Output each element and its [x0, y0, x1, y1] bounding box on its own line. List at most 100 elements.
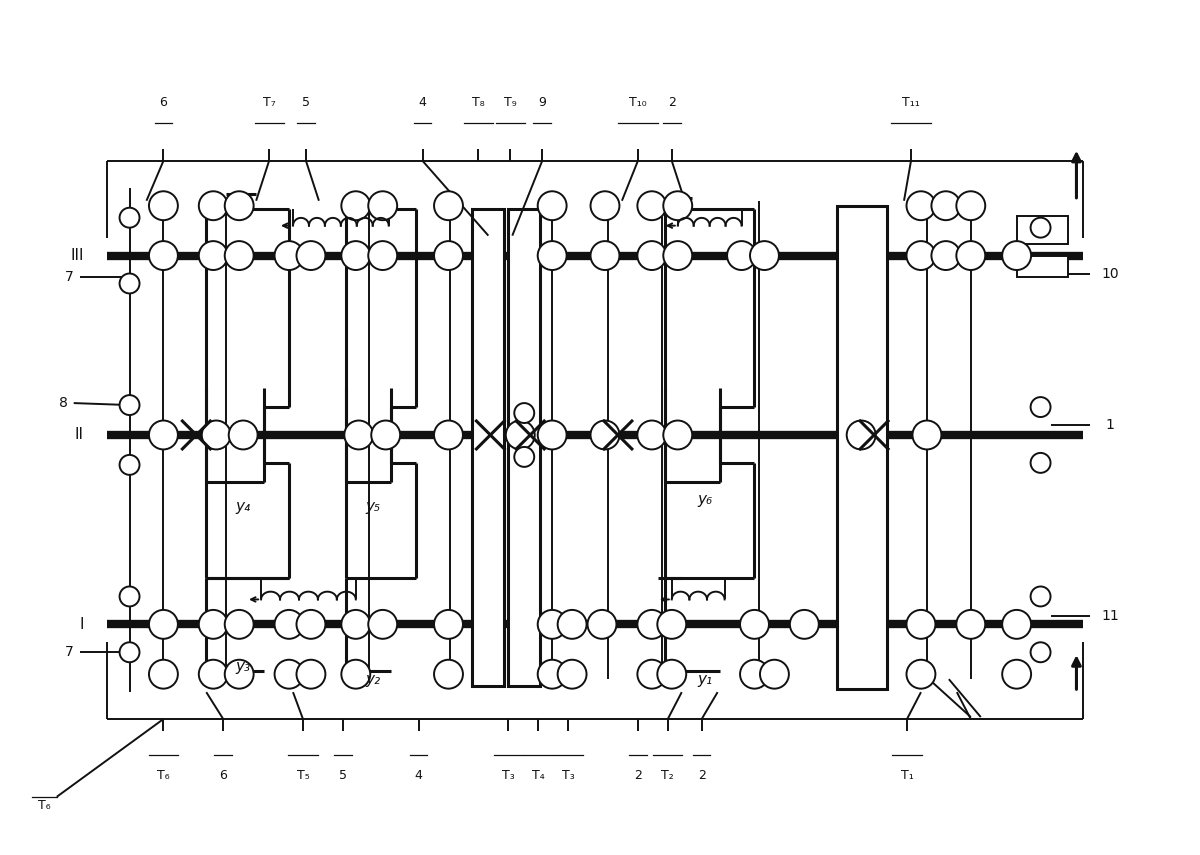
Circle shape	[199, 610, 228, 639]
Circle shape	[558, 660, 587, 688]
Text: T₈: T₈	[472, 96, 485, 109]
Circle shape	[1031, 453, 1050, 473]
Circle shape	[906, 192, 936, 221]
Circle shape	[1002, 610, 1031, 639]
Text: 9: 9	[539, 96, 546, 109]
Circle shape	[637, 241, 666, 270]
Circle shape	[515, 447, 534, 467]
Circle shape	[790, 610, 818, 639]
Circle shape	[149, 192, 178, 221]
Circle shape	[434, 241, 463, 270]
Circle shape	[224, 660, 253, 688]
Text: 8: 8	[59, 396, 68, 410]
Circle shape	[750, 241, 779, 270]
Circle shape	[590, 421, 619, 450]
Text: 4: 4	[415, 769, 422, 781]
Circle shape	[1031, 587, 1050, 606]
Circle shape	[538, 241, 566, 270]
Circle shape	[434, 610, 463, 639]
Circle shape	[296, 660, 325, 688]
Text: 7: 7	[65, 646, 74, 659]
Text: T₁₀: T₁₀	[629, 96, 647, 109]
Text: 5: 5	[302, 96, 310, 109]
Circle shape	[664, 192, 692, 221]
Circle shape	[341, 241, 371, 270]
Bar	[1016, 256, 1068, 278]
Circle shape	[664, 421, 692, 450]
Circle shape	[149, 241, 178, 270]
Circle shape	[368, 610, 397, 639]
Circle shape	[906, 241, 936, 270]
Circle shape	[956, 241, 985, 270]
Circle shape	[434, 421, 463, 450]
Circle shape	[637, 610, 666, 639]
Circle shape	[371, 421, 400, 450]
Circle shape	[588, 610, 617, 639]
Circle shape	[296, 241, 325, 270]
Bar	[473, 209, 504, 687]
Circle shape	[740, 610, 769, 639]
Circle shape	[120, 208, 139, 227]
Circle shape	[658, 610, 686, 639]
Text: T₃: T₃	[562, 769, 575, 781]
Circle shape	[120, 395, 139, 415]
Circle shape	[120, 642, 139, 663]
Circle shape	[224, 241, 253, 270]
Text: T₄: T₄	[532, 769, 545, 781]
Circle shape	[149, 610, 178, 639]
Circle shape	[434, 192, 463, 221]
Circle shape	[229, 421, 258, 450]
Circle shape	[664, 241, 692, 270]
Circle shape	[275, 610, 304, 639]
Text: III: III	[70, 248, 84, 263]
Circle shape	[224, 192, 253, 221]
Circle shape	[1031, 642, 1050, 663]
Circle shape	[956, 192, 985, 221]
Circle shape	[149, 421, 178, 450]
Circle shape	[368, 192, 397, 221]
Text: 6: 6	[160, 96, 167, 109]
Circle shape	[906, 660, 936, 688]
Circle shape	[558, 610, 587, 639]
Text: 4: 4	[419, 96, 426, 109]
Text: T₁: T₁	[901, 769, 913, 781]
Circle shape	[931, 241, 960, 270]
Text: y₁: y₁	[697, 672, 713, 687]
Text: T₇: T₇	[263, 96, 276, 109]
Bar	[509, 209, 540, 687]
Circle shape	[538, 192, 566, 221]
Circle shape	[120, 455, 139, 475]
Circle shape	[727, 241, 756, 270]
Text: I: I	[79, 616, 84, 632]
Text: T₁₁: T₁₁	[902, 96, 920, 109]
Text: 11: 11	[1102, 610, 1120, 623]
Circle shape	[199, 241, 228, 270]
Circle shape	[120, 587, 139, 606]
Circle shape	[1031, 218, 1050, 238]
Circle shape	[344, 421, 373, 450]
Circle shape	[149, 660, 178, 688]
Text: 1: 1	[1106, 418, 1115, 432]
Circle shape	[1002, 241, 1031, 270]
Text: II: II	[74, 428, 84, 443]
Circle shape	[637, 421, 666, 450]
Text: 6: 6	[220, 769, 227, 781]
Circle shape	[202, 421, 230, 450]
Bar	[1016, 215, 1068, 244]
Circle shape	[538, 660, 566, 688]
Text: T₆: T₆	[37, 799, 50, 811]
Circle shape	[224, 610, 253, 639]
Text: y₂: y₂	[365, 672, 380, 687]
Circle shape	[740, 660, 769, 688]
Text: 2: 2	[697, 769, 706, 781]
Circle shape	[590, 241, 619, 270]
Circle shape	[538, 610, 566, 639]
Circle shape	[590, 192, 619, 221]
Text: y₆: y₆	[697, 492, 713, 507]
Circle shape	[341, 610, 371, 639]
Text: 5: 5	[338, 769, 347, 781]
Circle shape	[906, 610, 936, 639]
Text: T₆: T₆	[157, 769, 169, 781]
Circle shape	[1002, 660, 1031, 688]
Text: 2: 2	[634, 769, 642, 781]
